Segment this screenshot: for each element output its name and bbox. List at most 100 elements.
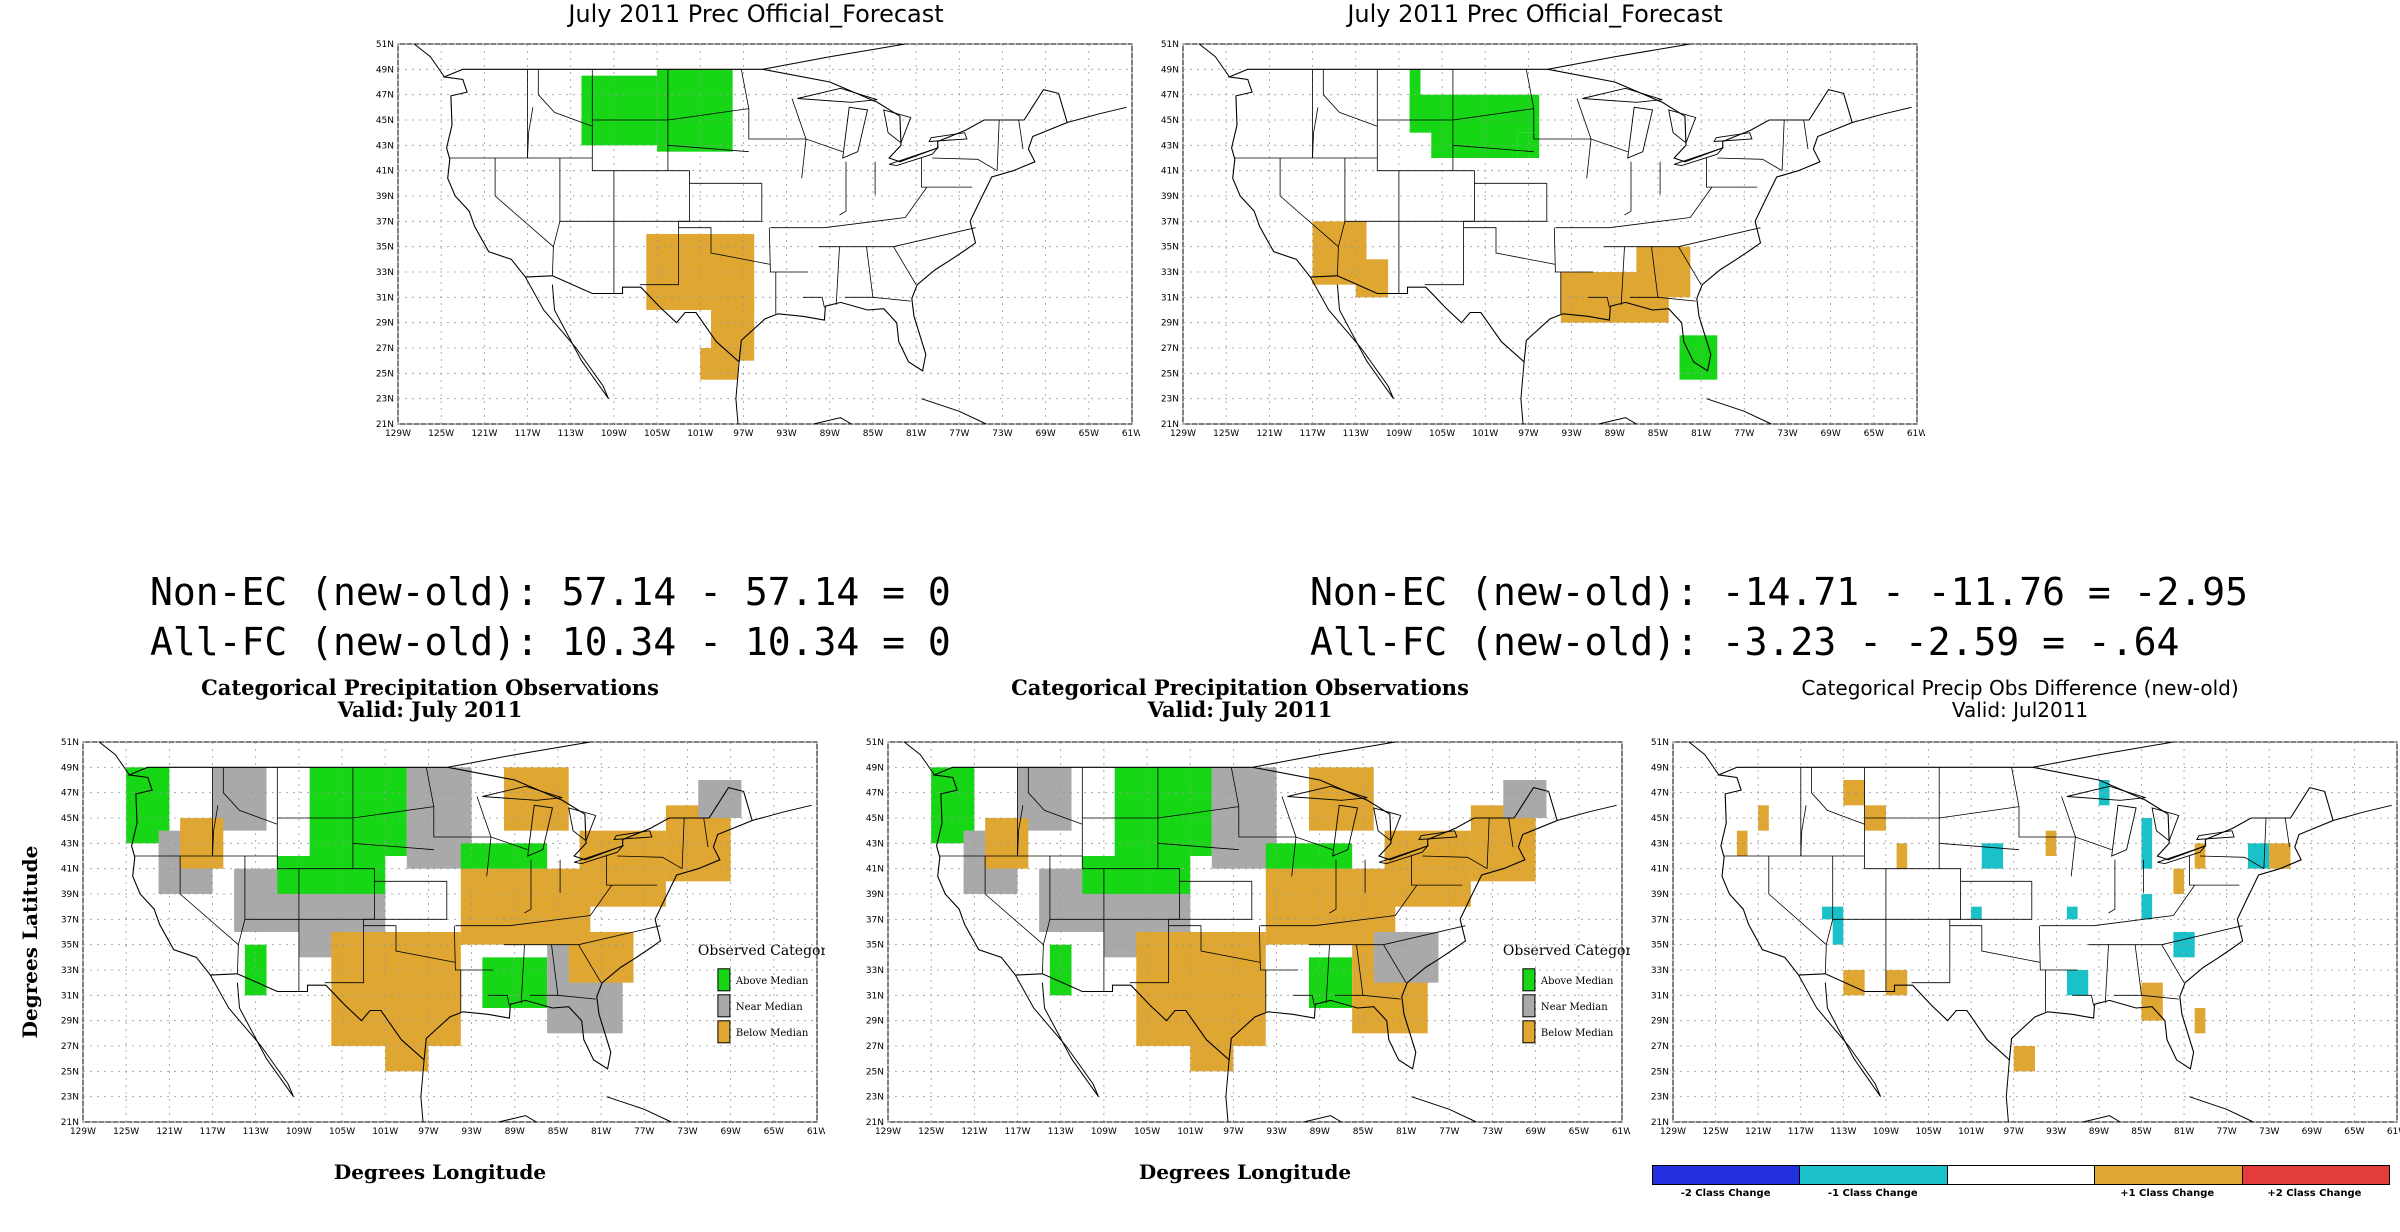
lake-outline — [1418, 830, 1458, 841]
forecast-old-title: July 2011 Prec Official_Forecast — [568, 0, 944, 28]
state-border — [667, 108, 749, 121]
lake-outline — [797, 87, 878, 103]
lon-tick-label: 85W — [1353, 1127, 1373, 1137]
lon-tick-label: 117W — [1788, 1127, 1814, 1137]
lon-tick-label: 109W — [286, 1127, 312, 1137]
coastline — [606, 1096, 672, 1123]
legend-title: Observed Category — [1503, 943, 1630, 959]
state-border — [1474, 183, 1548, 222]
lon-tick-label: 109W — [1386, 429, 1412, 439]
map-svg: 129W 125W 121W 117W 113W 109W 105W 101W 97W 93W 89… — [866, 738, 1640, 1137]
lat-tick-label: 39N — [1651, 890, 1669, 900]
lat-tick-label: 33N — [376, 268, 394, 278]
lat-tick-label: 29N — [61, 1017, 79, 1027]
lat-tick-label: 33N — [1161, 268, 1179, 278]
state-border — [1803, 119, 1809, 150]
lake-outline — [573, 844, 625, 865]
state-border — [1949, 925, 2041, 963]
state-border — [1768, 856, 1827, 946]
lon-tick-label: 129W — [1660, 1127, 1686, 1137]
coastline — [420, 1059, 425, 1123]
lake-outline — [928, 132, 968, 143]
state-border — [606, 856, 658, 886]
state-border — [2088, 925, 2243, 946]
lon-tick-label: 113W — [558, 429, 584, 439]
lat-tick-label: 27N — [866, 1042, 884, 1052]
lon-tick-label: 113W — [1048, 1127, 1074, 1137]
lon-tick-label: 81W — [2174, 1127, 2194, 1137]
category-cell — [385, 1033, 429, 1072]
lon-tick-label: 121W — [471, 429, 497, 439]
category-cell — [126, 767, 170, 844]
lon-tick-label: 105W — [644, 429, 670, 439]
lat-tick-label: 31N — [61, 991, 79, 1001]
y-axis-label: Degrees Latitude — [18, 845, 42, 1039]
lat-tick-label: 41N — [61, 865, 79, 875]
state-border — [425, 767, 491, 838]
lon-tick-label: 89W — [505, 1127, 525, 1137]
state-border — [1279, 158, 1339, 248]
lon-tick-label: 73W — [1777, 429, 1797, 439]
lon-tick-label: 69W — [720, 1127, 740, 1137]
lon-tick-label: 65W — [1079, 429, 1099, 439]
lat-tick-label: 49N — [1651, 763, 1669, 773]
lat-tick-label: 37N — [1161, 217, 1179, 227]
state-border — [2061, 796, 2076, 838]
state-border — [1624, 161, 1632, 216]
state-border — [1824, 856, 1834, 974]
state-border — [1309, 925, 1466, 946]
lake-outline — [1287, 785, 1368, 801]
category-cell — [657, 69, 733, 152]
lat-tick-label: 21N — [1161, 420, 1179, 430]
category-cell — [1843, 780, 1865, 806]
coastline — [1547, 43, 1691, 70]
state-border — [1314, 884, 1418, 927]
state-border — [453, 925, 494, 971]
lon-tick-label: 129W — [385, 429, 411, 439]
category-cell — [2066, 970, 2089, 996]
lat-tick-label: 51N — [866, 738, 884, 748]
state-border — [222, 767, 278, 825]
lake-outline — [613, 830, 653, 841]
state-border — [524, 859, 532, 914]
lat-tick-label: 31N — [1651, 991, 1669, 1001]
lon-tick-label: 85W — [2131, 1127, 2151, 1137]
lat-tick-label: 33N — [61, 966, 79, 976]
lat-tick-label: 45N — [376, 116, 394, 126]
coastline — [735, 361, 740, 425]
category-cell — [1896, 843, 1908, 869]
obs-new-map: 129W 125W 121W 117W 113W 109W 105W 101W 97W 93W 89… — [850, 728, 1640, 1148]
category-cell — [1758, 805, 1769, 831]
lake-outline — [2066, 785, 2146, 801]
state-border — [509, 884, 613, 927]
state-border — [1422, 855, 1488, 870]
category-cell — [2141, 894, 2153, 920]
lat-tick-label: 25N — [1651, 1067, 1669, 1077]
state-border — [1706, 158, 1758, 188]
obs-new-subtitle: Valid: July 2011 — [1147, 697, 1333, 722]
diff-title: Categorical Precip Obs Difference (new-o… — [1801, 676, 2239, 700]
lon-tick-label: 69W — [1820, 429, 1840, 439]
lon-tick-label: 61W — [1907, 429, 1925, 439]
state-border — [1587, 296, 1610, 308]
lon-tick-label: 117W — [199, 1127, 225, 1137]
state-border — [1678, 246, 1702, 285]
state-border — [1376, 69, 1453, 172]
lon-tick-label: 121W — [1745, 1127, 1771, 1137]
state-border — [2038, 925, 2078, 971]
state-border — [835, 246, 840, 305]
lat-tick-label: 25N — [866, 1067, 884, 1077]
lat-tick-label: 49N — [376, 65, 394, 75]
lat-tick-label: 47N — [1161, 91, 1179, 101]
lon-tick-label: 105W — [1915, 1127, 1941, 1137]
category-cell — [460, 843, 548, 869]
state-border — [1362, 994, 1401, 1000]
lat-tick-label: 43N — [1161, 141, 1179, 151]
lat-tick-label: 43N — [61, 839, 79, 849]
lake-outline — [842, 106, 869, 159]
legend-swatch — [717, 994, 731, 1018]
map-svg: 129W 125W 121W 117W 113W 109W 105W 101W 97W 93W 89… — [1651, 738, 2400, 1137]
lat-tick-label: 21N — [1651, 1118, 1669, 1128]
lat-tick-label: 47N — [61, 789, 79, 799]
coastline — [2005, 1059, 2010, 1123]
